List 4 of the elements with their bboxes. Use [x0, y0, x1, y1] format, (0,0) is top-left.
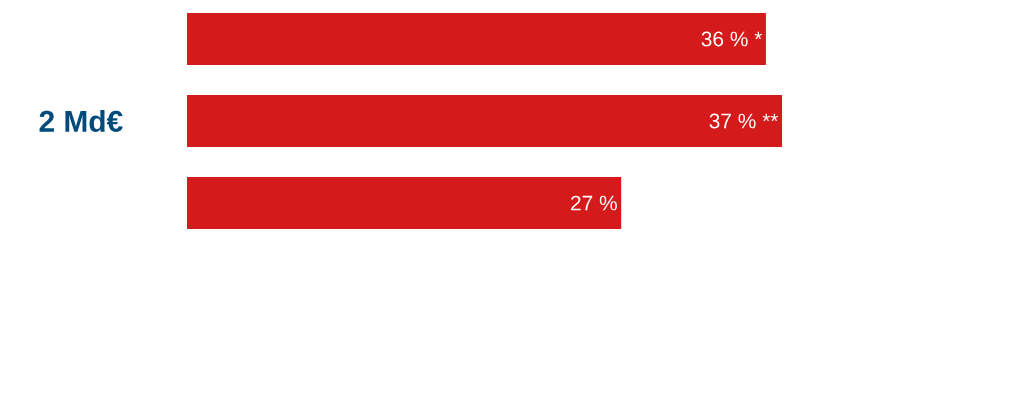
- data-label: 36 % *: [701, 31, 763, 47]
- data-label: 27 %: [571, 195, 617, 211]
- text: 2 Md€: [39, 110, 123, 132]
- data-label: 37 % **: [709, 113, 779, 129]
